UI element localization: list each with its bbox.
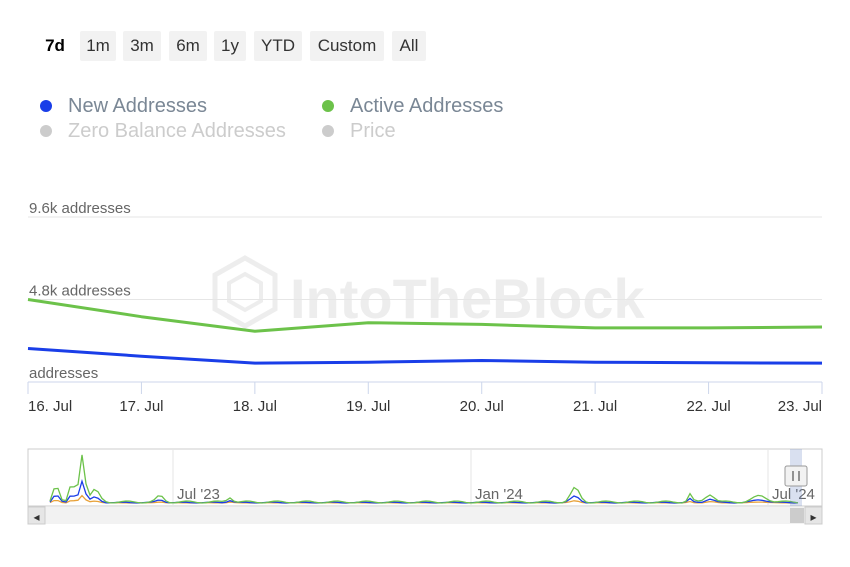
x-tick-label: 17. Jul	[119, 398, 163, 415]
navigator-series-line	[49, 454, 799, 504]
range-button-1m[interactable]: 1m	[80, 31, 116, 61]
navigator-frame	[27, 448, 823, 507]
watermark: IntoTheBlock	[212, 255, 646, 330]
watermark-text: IntoTheBlock	[290, 267, 646, 330]
navigator-series-line	[49, 494, 799, 504]
x-tick-label: 18. Jul	[233, 398, 277, 415]
navigator-scrollbar-track[interactable]	[28, 507, 822, 524]
x-tick-label: 23. Jul	[778, 398, 822, 415]
navigator-label: Jan '24	[475, 486, 523, 503]
navigator-handle[interactable]	[784, 465, 808, 487]
scroll-right-button[interactable]	[804, 506, 823, 525]
scroll-left-button[interactable]	[27, 506, 46, 525]
legend-dot	[322, 100, 334, 112]
y-tick-label: addresses	[29, 365, 98, 382]
legend-label: New Addresses	[68, 95, 207, 117]
scrollbar-thumb[interactable]	[790, 508, 804, 523]
range-button-1y[interactable]: 1y	[214, 31, 246, 61]
range-button-custom[interactable]: Custom	[310, 31, 384, 61]
legend-dot	[322, 125, 334, 137]
navigator-label: Jul '24	[772, 486, 815, 503]
navigator-label: Jul '23	[177, 486, 220, 503]
navigator-selection[interactable]	[790, 449, 802, 506]
y-tick-label: 9.6k addresses	[29, 200, 131, 217]
x-tick-label: 19. Jul	[346, 398, 390, 415]
y-tick-label: 4.8k addresses	[29, 283, 131, 300]
legend-label: Active Addresses	[350, 95, 504, 117]
scroll-right-arrow-icon: ▸	[810, 510, 816, 524]
range-button-all[interactable]: All	[392, 31, 426, 61]
series-line-new-addresses	[27, 347, 823, 365]
x-tick-label: 21. Jul	[573, 398, 617, 415]
legend-label: Zero Balance Addresses	[68, 120, 286, 142]
legend-label: Price	[350, 120, 396, 142]
range-button-3m[interactable]: 3m	[123, 31, 161, 61]
series-line-active-addresses	[27, 298, 823, 333]
range-button-6m[interactable]: 6m	[169, 31, 207, 61]
range-button-7d[interactable]: 7d	[38, 31, 72, 61]
legend-dot	[40, 100, 52, 112]
legend-dot	[40, 125, 52, 137]
range-button-ytd[interactable]: YTD	[254, 31, 302, 61]
scroll-left-arrow-icon: ◂	[33, 510, 39, 524]
x-tick-label: 16. Jul	[28, 398, 72, 415]
x-tick-label: 20. Jul	[460, 398, 504, 415]
x-tick-label: 22. Jul	[686, 398, 730, 415]
navigator-series-line	[49, 478, 799, 504]
